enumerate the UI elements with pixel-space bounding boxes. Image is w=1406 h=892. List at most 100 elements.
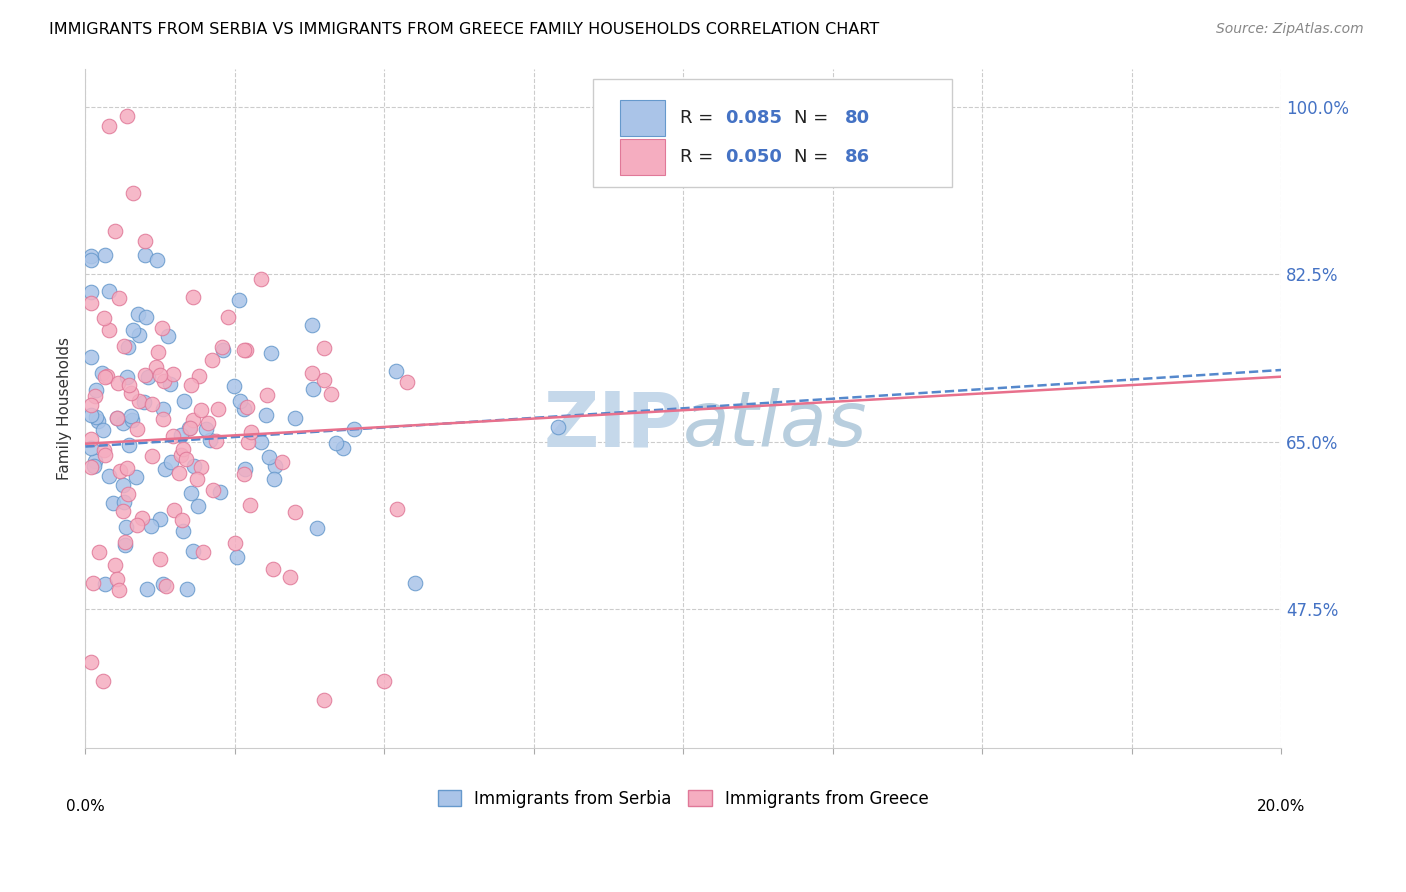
Text: atlas: atlas [683, 388, 868, 462]
Point [547, 420, 569, 434]
Point [128, 394, 150, 409]
Point [94, 370, 117, 384]
Point [205, 434, 228, 449]
Point [84, 383, 107, 397]
Point [80, 351, 103, 365]
Point [80, 432, 103, 446]
Text: N =: N = [794, 148, 834, 166]
Y-axis label: Family Households: Family Households [58, 337, 72, 480]
Point [222, 379, 245, 393]
Point [134, 234, 156, 248]
Point [170, 513, 193, 527]
Point [93, 442, 115, 457]
Point [134, 368, 156, 382]
Point [159, 455, 181, 469]
Text: N =: N = [794, 109, 834, 128]
Point [224, 535, 246, 549]
Text: IMMIGRANTS FROM SERBIA VS IMMIGRANTS FROM GREECE FAMILY HOUSEHOLDS CORRELATION C: IMMIGRANTS FROM SERBIA VS IMMIGRANTS FRO… [49, 22, 880, 37]
Point [404, 575, 426, 590]
Point [191, 545, 214, 559]
Point [229, 394, 252, 409]
FancyBboxPatch shape [620, 139, 665, 175]
Point [117, 340, 139, 354]
Point [84, 453, 107, 467]
Point [108, 291, 131, 305]
Point [180, 486, 202, 500]
Point [163, 503, 186, 517]
Point [80, 441, 103, 455]
Point [249, 272, 271, 286]
Point [108, 583, 131, 598]
Point [135, 310, 157, 324]
Point [108, 464, 131, 478]
Point [141, 449, 163, 463]
Point [98, 284, 121, 298]
Point [87, 414, 110, 428]
Point [111, 504, 134, 518]
Point [186, 472, 208, 486]
Point [105, 411, 128, 425]
Point [98, 469, 121, 483]
Point [209, 485, 232, 500]
Point [187, 368, 209, 383]
Point [314, 342, 336, 356]
Point [124, 470, 146, 484]
Text: 80: 80 [845, 109, 870, 128]
Point [148, 345, 170, 359]
Point [174, 452, 197, 467]
Point [259, 345, 281, 359]
Point [202, 483, 225, 497]
Point [141, 397, 163, 411]
Point [117, 487, 139, 501]
Point [152, 412, 174, 426]
Point [134, 248, 156, 262]
Point [84, 410, 107, 425]
Point [228, 293, 250, 307]
Point [94, 448, 117, 462]
Point [115, 369, 138, 384]
Point [176, 582, 198, 596]
Point [264, 459, 287, 474]
Point [152, 401, 174, 416]
Point [212, 343, 235, 357]
Point [181, 290, 204, 304]
Point [118, 377, 141, 392]
Point [96, 368, 118, 383]
Point [128, 327, 150, 342]
Point [83, 458, 105, 473]
Point [115, 520, 138, 534]
Point [83, 389, 105, 403]
Point [236, 434, 259, 449]
Point [256, 388, 278, 402]
Point [120, 409, 142, 423]
Point [107, 411, 129, 425]
Point [120, 386, 142, 401]
Point [115, 109, 138, 123]
Point [146, 252, 169, 267]
Point [112, 494, 135, 508]
Point [105, 573, 128, 587]
Point [82, 576, 104, 591]
Text: 20.0%: 20.0% [1257, 799, 1305, 814]
Point [250, 435, 273, 450]
Point [325, 436, 347, 450]
Point [104, 558, 127, 573]
Point [136, 369, 159, 384]
Point [125, 517, 148, 532]
Point [314, 373, 336, 387]
Point [233, 401, 256, 416]
Point [152, 577, 174, 591]
Point [307, 521, 329, 535]
Point [211, 340, 233, 354]
Point [169, 466, 191, 480]
Point [373, 674, 395, 689]
Point [114, 535, 136, 549]
Point [159, 376, 181, 391]
Point [284, 505, 307, 519]
Point [148, 551, 170, 566]
Point [254, 408, 277, 422]
Point [187, 500, 209, 514]
Point [145, 359, 167, 374]
Point [262, 562, 284, 576]
Point [125, 421, 148, 435]
